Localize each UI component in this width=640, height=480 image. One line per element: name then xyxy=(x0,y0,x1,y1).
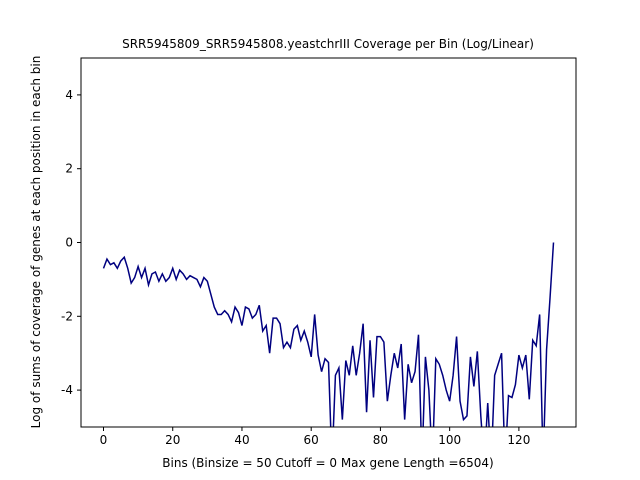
plot-frame xyxy=(80,57,577,428)
x-tick-label: 20 xyxy=(165,433,180,447)
y-tick-label: 2 xyxy=(65,162,73,176)
data-line xyxy=(102,242,555,427)
axes: 0 20 40 60 80 100 120 -4 -2 0 2 4 xyxy=(61,88,555,447)
chart-title: SRR5945809_SRR5945808.yeastchrIII Covera… xyxy=(122,37,534,51)
x-axis-label: Bins (Binsize = 50 Cutoff = 0 Max gene L… xyxy=(162,456,493,470)
y-tick-label: -4 xyxy=(61,383,73,397)
y-axis-label: Log of sums of coverage of genes at each… xyxy=(29,56,43,429)
x-tick-label: 0 xyxy=(100,433,108,447)
x-tick-label: 80 xyxy=(373,433,388,447)
x-tick-label: 120 xyxy=(507,433,530,447)
x-tick-label: 60 xyxy=(304,433,319,447)
y-tick-label: 0 xyxy=(65,236,73,250)
x-tick-label: 40 xyxy=(234,433,249,447)
y-tick-label: -2 xyxy=(61,309,73,323)
x-tick-label: 100 xyxy=(438,433,461,447)
y-tick-label: 4 xyxy=(65,88,73,102)
